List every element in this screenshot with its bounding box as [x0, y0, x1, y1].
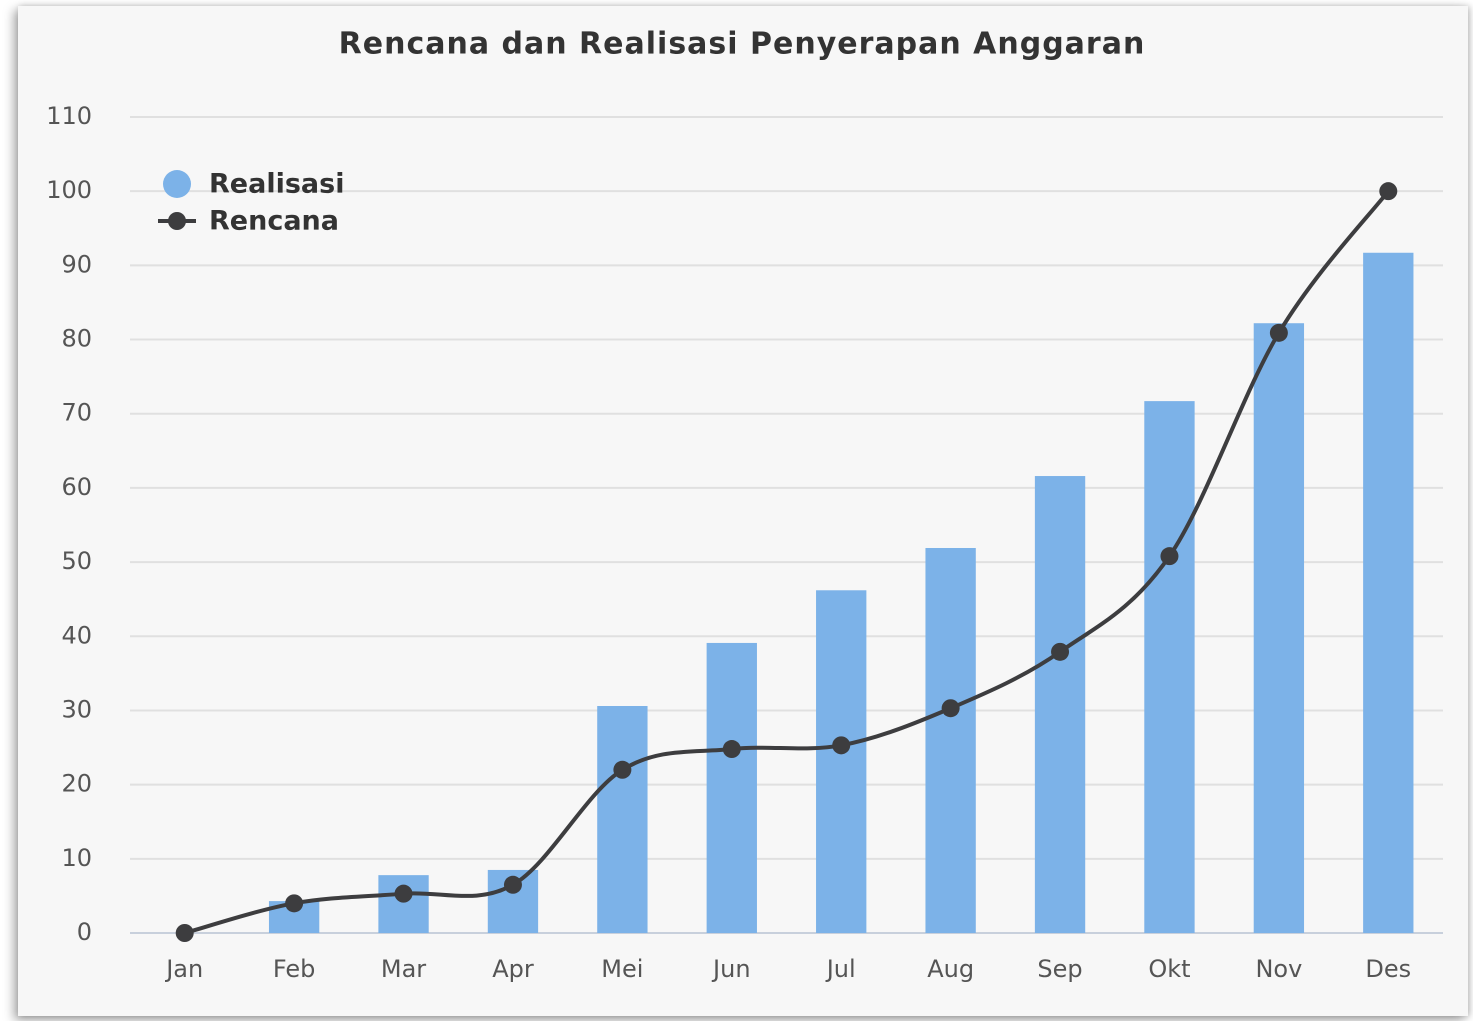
line-marker	[1051, 642, 1070, 661]
y-tick-label: 40	[61, 621, 92, 649]
legend-swatch	[168, 212, 186, 230]
y-tick-label: 110	[46, 102, 92, 130]
legend-label: Rencana	[209, 206, 339, 237]
x-tick-label: Aug	[927, 955, 974, 983]
x-tick-label: Nov	[1255, 955, 1302, 983]
bar	[706, 642, 757, 933]
line-marker	[503, 875, 522, 894]
x-tick-label: Jun	[711, 955, 751, 983]
x-tick-label: Okt	[1148, 955, 1190, 983]
line-marker	[1379, 182, 1398, 201]
y-tick-label: 0	[77, 918, 92, 946]
bar	[925, 547, 976, 933]
x-tick-label: Feb	[273, 955, 316, 983]
line-marker	[941, 699, 960, 718]
bar	[1253, 323, 1305, 933]
y-tick-label: 10	[61, 844, 92, 872]
y-tick-label: 100	[46, 176, 92, 204]
y-tick-label: 60	[61, 473, 92, 501]
x-tick-label: Mar	[381, 955, 426, 983]
x-tick-label: Mei	[601, 955, 643, 983]
x-tick-label: Des	[1365, 955, 1411, 983]
bar	[816, 590, 867, 933]
x-tick-label: Jul	[825, 955, 856, 983]
y-tick-label: 20	[61, 770, 92, 798]
bar	[1034, 476, 1086, 933]
line-marker	[175, 924, 194, 942]
legend-swatch	[163, 170, 191, 198]
legend-label: Realisasi	[209, 169, 344, 200]
chart-title: Rencana dan Realisasi Penyerapan Anggara…	[339, 27, 1146, 62]
y-tick-label: 30	[61, 695, 92, 723]
line-marker	[1160, 547, 1179, 566]
line-marker	[722, 740, 741, 759]
bar	[1144, 401, 1195, 934]
bar	[597, 706, 648, 933]
bar	[1363, 252, 1414, 933]
y-tick-label: 90	[61, 250, 92, 278]
y-tick-label: 50	[61, 547, 92, 575]
line-marker	[394, 884, 413, 903]
line-marker	[613, 760, 632, 779]
y-tick-label: 80	[61, 325, 92, 353]
line-marker	[832, 736, 851, 755]
y-tick-label: 70	[61, 399, 92, 427]
x-tick-label: Sep	[1037, 955, 1082, 983]
x-tick-label: Jan	[164, 955, 203, 983]
x-tick-label: Apr	[492, 955, 534, 983]
line-marker	[1269, 323, 1288, 342]
bar	[378, 875, 429, 933]
line-marker	[285, 894, 304, 913]
